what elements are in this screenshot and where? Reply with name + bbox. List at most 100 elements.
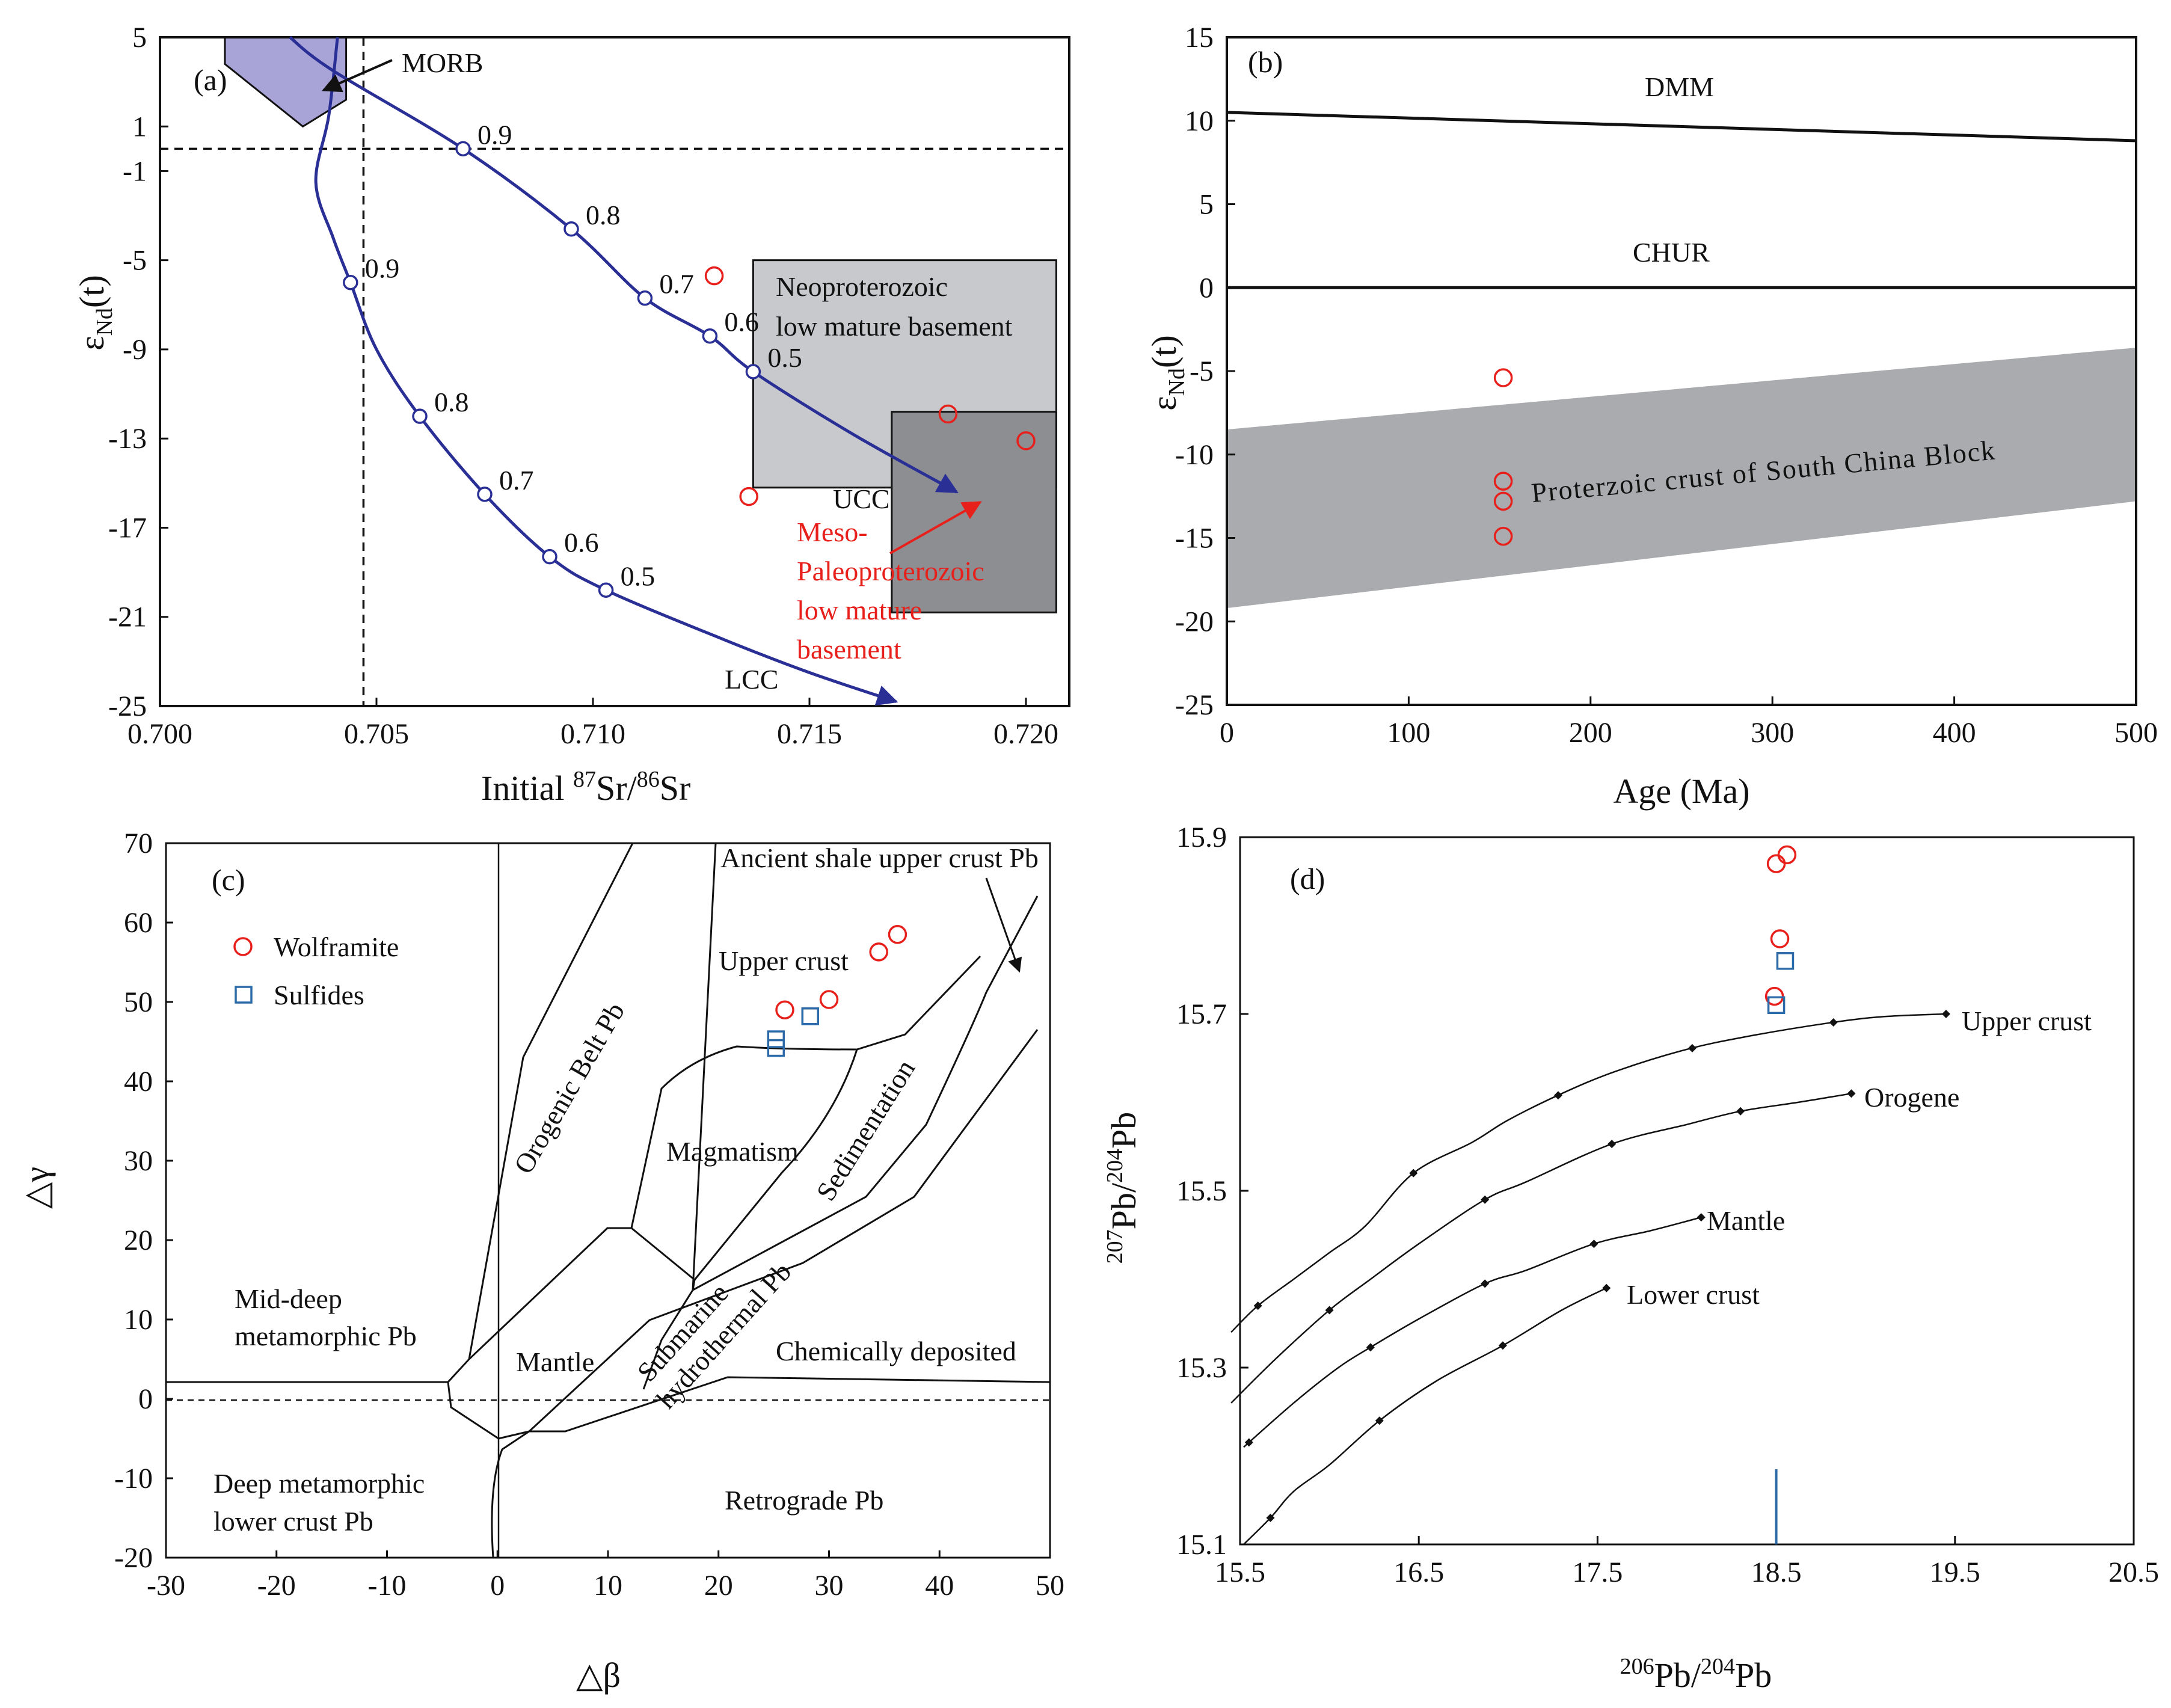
growth-curve-marker [1847,1089,1856,1098]
wolframite-point [819,990,839,1009]
panel-a-xtick-label: 0.710 [560,718,625,750]
mantle-lower-boundary [491,1430,530,1558]
panel-c-ytick-label: 40 [124,1066,153,1098]
field-magmatism: Magmatism [666,1136,799,1167]
panel-a-ytick-label: -21 [108,601,147,633]
sulfide-point [1767,996,1786,1015]
growth-curve-marker [1736,1107,1745,1116]
panel-c-xtick-label: 0 [490,1570,505,1602]
panel-c-xtick-label: 10 [594,1570,622,1602]
panel-d-plot-frame [1239,836,2135,1546]
panel-c-ytick-label: 30 [124,1145,153,1177]
sulfide-point [767,1030,785,1048]
mixing-fraction-label: 0.7 [659,269,694,300]
panel-b-xtick-label: 300 [1751,717,1794,749]
growth-curve-marker [1554,1091,1563,1100]
growth-curve-marker [1253,1301,1262,1310]
dmm-line [1226,111,2137,143]
growth-curve-marker [1602,1283,1611,1292]
panel-a-ytick-label: -5 [123,245,147,277]
panel-a-ytick-label: -17 [108,512,147,544]
mixing-fraction-label: 0.5 [621,561,656,591]
panel-c-ytick-label: 10 [124,1304,153,1336]
panel-a-plot-frame [159,36,1070,707]
growth-curve-marker [1589,1240,1598,1249]
growth-curve-marker [1829,1018,1838,1027]
mixing-marker [637,290,653,306]
panel-a-ytick-label: -25 [108,690,147,722]
panel-b-ytick-label: 5 [1199,189,1214,221]
magmatism-sedimentation-boundary [693,1049,858,1280]
panel-c-ytick-label: 60 [124,907,153,939]
field-orogenic-belt: Orogenic Belt Pb [508,997,630,1179]
panel-b-ytick-label: -5 [1190,355,1214,387]
mixing-marker [598,582,614,598]
growth-curve-marker [1687,1043,1697,1052]
panel-b-xtick-label: 0 [1220,717,1234,749]
mixing-fraction-label: 0.6 [564,527,599,558]
growth-curve-marker [1498,1341,1507,1350]
panel-c-ytick-label: 0 [138,1383,153,1415]
mixing-marker [542,548,557,565]
legend-sulfides-label: Sulfides [274,980,364,1010]
mixing-marker [477,487,493,502]
panel-b-ytick-label: -15 [1175,523,1214,554]
mixing-fraction-label: 0.9 [477,119,512,150]
growth-curve-marker [1481,1195,1490,1204]
field-retrograde: Retrograde Pb [725,1485,883,1516]
panel-a-ytick-label: 5 [132,22,147,54]
sample-point [739,487,758,506]
panel-b-xtick-label: 100 [1387,717,1430,749]
sample-point [1493,472,1513,491]
panel-d-tick-group: 15.5 16.5 17.5 18.5 19.5 20.5 15.9 15.7 15.5 15.3… [1176,822,2159,1588]
panel-c-tick-group: -30 -20 -10 0 10 20 30 40 50706050403020100-10-2… [114,828,1064,1602]
panel-d-xtick-label: 16.5 [1393,1556,1444,1588]
mantle-label: Mantle [1707,1205,1785,1236]
ucc-label: UCC [833,484,890,514]
panel-a-ytick-label: -13 [108,423,147,455]
upper-crust-label: Upper crust [1962,1006,2092,1036]
panel-d-ytick-label: 15.7 [1176,998,1227,1030]
neoproterozoic-label-1: Neoproterozoic [776,271,948,302]
growth-curve-marker [1409,1169,1418,1178]
panel-d: 15.5 16.5 17.5 18.5 19.5 20.5 15.9 15.7 15.5 15.3… [1102,822,2159,1695]
wolframite-point [1777,845,1797,865]
panel-d-letter: (d) [1290,862,1325,895]
panel-c-xtick-label: 30 [815,1570,844,1602]
meso-label-2: Paleoproterozoic [797,556,984,586]
growth-curve-marker [1366,1343,1375,1352]
submarine-upper-boundary [692,895,1039,1291]
panel-d-xtick-label: 15.5 [1215,1556,1265,1588]
panel-d-ticks: 15.5 16.5 17.5 18.5 19.5 20.5 15.9 15.7 15.5 15.3… [1176,822,2159,1588]
panel-c-xtick-label: 50 [1036,1570,1064,1602]
panel-b-xtick-label: 500 [2114,717,2158,749]
panel-c-xtick-label: -20 [257,1570,296,1602]
panel-b: 0 100 200 300 400 500 15 10 5 0 -5 -10 -15 -20 -25 (b)… [1144,22,2158,811]
field-mantle: Mantle [516,1347,594,1377]
growth-curve-marker [1481,1279,1490,1288]
sample-point [938,404,958,424]
growth-curve-marker [1325,1306,1334,1315]
mixing-fraction-label: 0.5 [767,342,802,373]
panel-b-ytick-label: 10 [1185,105,1214,137]
growth-curve-mantle [1243,1216,1702,1448]
panel-c-ytick-label: -20 [114,1542,153,1574]
panel-a-ytick-label: 1 [132,111,147,143]
field-deep-metamorphic-2: lower crust Pb [213,1506,373,1537]
growth-curve-marker [1941,1010,1950,1018]
panel-a-data: 0.9 0.8 0.7 0.6 0.5 0.9 0.8 0.7 0.6 0.5 [289,36,1036,706]
orogene-label: Orogene [1864,1082,1959,1113]
panel-c-letter: (c) [212,863,245,897]
panel-c-y-axis-label: △γ [17,1167,56,1209]
panel-b-xtick-label: 200 [1569,717,1612,749]
panel-a-xtick-label: 0.715 [777,718,842,750]
field-ancient-shale: Ancient shale upper crust Pb [720,843,1039,873]
panel-d-xtick-label: 18.5 [1751,1556,1802,1588]
panel-b-x-axis-label: Age (Ma) [1613,772,1749,811]
panel-c-xtick-label: 40 [925,1570,954,1602]
panel-c-ytick-label: 50 [124,986,153,1018]
panel-d-y-axis-label: 207Pb/204Pb [1102,1112,1143,1264]
field-deep-metamorphic-1: Deep metamorphic [213,1468,425,1499]
panel-d-xtick-label: 19.5 [1930,1556,1980,1588]
